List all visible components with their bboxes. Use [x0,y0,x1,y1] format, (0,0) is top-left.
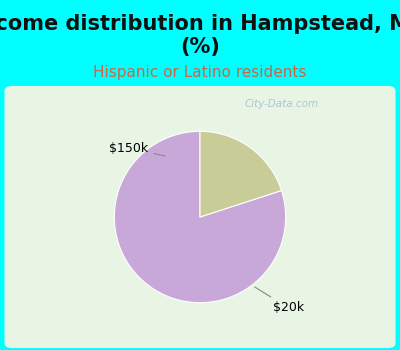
Text: Hispanic or Latino residents: Hispanic or Latino residents [93,65,307,80]
FancyBboxPatch shape [4,86,396,348]
Wedge shape [200,131,282,217]
Text: City-Data.com: City-Data.com [244,99,318,108]
Text: Income distribution in Hampstead, MD
(%): Income distribution in Hampstead, MD (%) [0,14,400,57]
Text: $20k: $20k [255,287,304,314]
Wedge shape [114,131,286,303]
Text: $150k: $150k [109,142,165,156]
